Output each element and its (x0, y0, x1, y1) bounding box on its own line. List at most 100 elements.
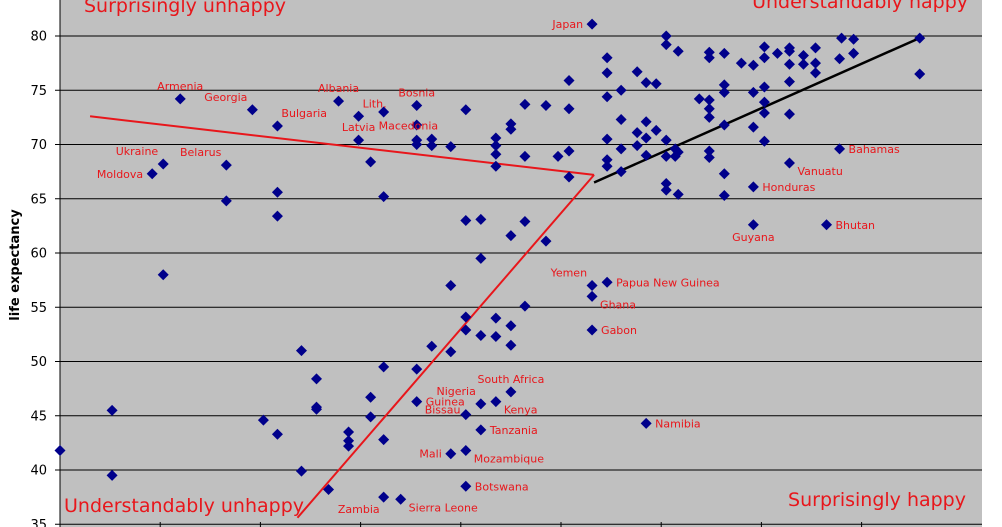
y-tick-label: 50 (30, 355, 47, 370)
data-point (640, 132, 652, 144)
data-point (426, 133, 438, 145)
country-label: Kenya (504, 404, 538, 417)
data-point (353, 134, 365, 146)
data-point (323, 484, 335, 496)
data-point (411, 139, 423, 150)
data-point (174, 93, 186, 105)
data-point (295, 345, 307, 357)
data-point (703, 103, 715, 115)
data-point (586, 290, 598, 302)
data-point (660, 39, 672, 51)
data-point (836, 32, 848, 44)
country-label: Bissau (425, 404, 461, 417)
data-point (914, 32, 926, 44)
data-point (703, 52, 715, 64)
country-label: Mali (419, 448, 441, 461)
data-point (365, 411, 377, 423)
data-point (378, 434, 390, 446)
y-tick-label: 70 (30, 138, 47, 153)
y-tick-label: 75 (30, 84, 47, 99)
data-point (411, 99, 423, 111)
data-point (747, 121, 759, 133)
data-point (146, 168, 158, 180)
data-point (660, 184, 672, 196)
data-point (718, 47, 730, 59)
data-point (490, 140, 502, 152)
data-point (54, 444, 66, 456)
data-point (703, 145, 715, 157)
data-point (703, 94, 715, 106)
data-point (586, 324, 598, 336)
data-point (295, 465, 307, 477)
data-point (490, 160, 502, 172)
data-point (660, 30, 672, 42)
country-label: Macedonia (379, 119, 439, 132)
y-tick-label: 40 (30, 464, 47, 479)
country-label: Latvia (342, 121, 376, 134)
data-point (271, 210, 283, 222)
data-points (54, 18, 926, 505)
country-label: Moldova (97, 168, 143, 181)
data-point (157, 269, 169, 281)
data-point (246, 104, 258, 116)
data-point (810, 67, 822, 79)
data-point (505, 320, 517, 332)
data-point (475, 252, 487, 264)
data-point (693, 93, 705, 105)
data-point (601, 52, 613, 64)
data-point (631, 66, 643, 78)
data-point (519, 300, 531, 312)
country-label: Bosnia (398, 86, 435, 99)
data-point (378, 361, 390, 373)
data-point (783, 45, 795, 57)
data-point (563, 74, 575, 86)
data-point (747, 181, 759, 193)
corner-label-top-left: Surprisingly unhappy (84, 0, 286, 17)
data-point (445, 346, 457, 358)
data-point (365, 391, 377, 403)
data-point (271, 120, 283, 132)
data-point (650, 124, 662, 136)
data-point (552, 150, 564, 162)
data-point (490, 132, 502, 144)
data-point (563, 171, 575, 183)
data-point (490, 331, 502, 343)
data-point (519, 216, 531, 228)
data-point (519, 98, 531, 110)
y-axis-label: life expectancy (8, 209, 23, 321)
data-point (411, 396, 423, 408)
data-point (490, 312, 502, 324)
data-point (601, 276, 613, 288)
country-label: Ukraine (116, 145, 159, 158)
corner-label-bottom-left: Understandably unhappy (64, 495, 304, 517)
data-point (631, 140, 643, 152)
data-point (771, 47, 783, 59)
data-point (395, 493, 407, 505)
data-point (257, 414, 269, 426)
data-point (333, 95, 345, 107)
country-label: Albania (318, 82, 359, 95)
country-label: Armenia (157, 80, 203, 93)
data-point (601, 160, 613, 172)
data-point (758, 81, 770, 93)
data-point (519, 150, 531, 162)
data-point (106, 404, 118, 416)
data-point (106, 469, 118, 481)
data-point (490, 396, 502, 408)
country-label: Gabon (601, 324, 637, 337)
data-point (460, 409, 472, 421)
y-tick-label: 65 (30, 192, 47, 207)
data-point (718, 86, 730, 98)
country-label: Ghana (600, 298, 636, 311)
country-label: Honduras (762, 181, 815, 194)
y-tick-label: 55 (30, 301, 47, 316)
data-point (660, 150, 672, 162)
data-point (810, 57, 822, 69)
data-point (540, 99, 552, 111)
country-label: Japan (551, 18, 583, 31)
data-point (460, 104, 472, 116)
country-label: Botswana (475, 480, 529, 493)
country-label: Bahamas (849, 143, 900, 156)
data-point (540, 235, 552, 247)
data-point (718, 79, 730, 91)
